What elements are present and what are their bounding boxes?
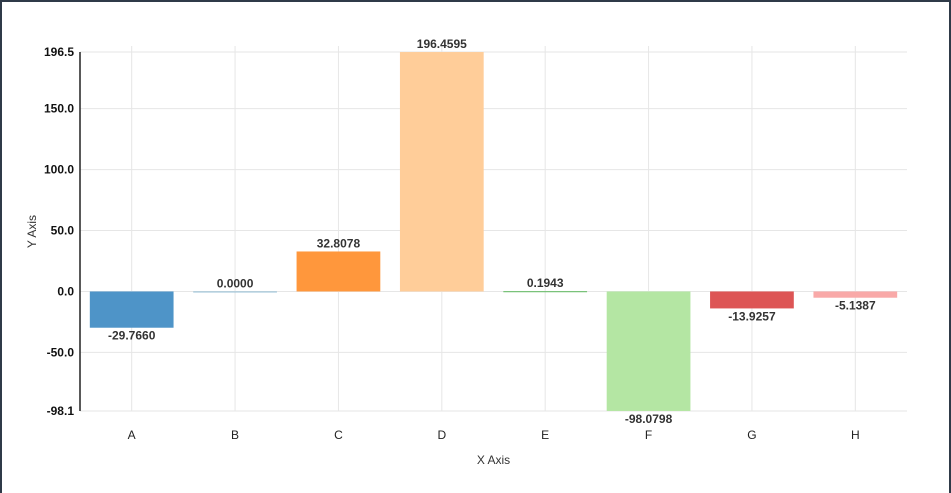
value-label: -13.9257: [728, 309, 776, 323]
bar-F[interactable]: [606, 291, 691, 411]
bar-D[interactable]: [399, 52, 484, 292]
x-tick-label: B: [231, 428, 239, 442]
y-axis-title: Y Axis: [25, 215, 39, 248]
bars: [89, 52, 898, 411]
y-tick-label: 50.0: [51, 224, 75, 238]
x-tick-label: F: [645, 428, 652, 442]
bar-E[interactable]: [503, 291, 588, 293]
value-label: -98.0798: [625, 412, 673, 426]
labels: -29.7660 A 0.0000 B 32.8078 C 196.4595 D 0.1943 E…: [108, 37, 876, 442]
y-tick-label: 0.0: [57, 284, 74, 298]
y-tick-label: -50.0: [47, 345, 75, 359]
value-label: 0.0000: [217, 276, 254, 290]
value-label: 196.4595: [417, 37, 467, 51]
value-label: 0.1943: [527, 276, 564, 290]
value-label: -29.7660: [108, 329, 156, 343]
y-tick-label: 150.0: [44, 102, 74, 116]
x-tick-label: C: [334, 428, 343, 442]
axes: 196.5 150.0 100.0 50.0 0.0 -50.0 -98.1: [44, 45, 81, 418]
bar-B[interactable]: [193, 291, 277, 293]
y-tick-label: -98.1: [47, 404, 75, 418]
grid-lines: [80, 46, 907, 412]
value-label: -5.1387: [835, 299, 876, 313]
bar-A[interactable]: [89, 291, 174, 328]
x-tick-label: H: [851, 428, 860, 442]
bar-G[interactable]: [710, 291, 794, 309]
x-tick-label: A: [128, 428, 136, 442]
y-tick-label: 196.5: [44, 45, 74, 59]
y-tick-label: 100.0: [44, 163, 74, 177]
bar-C[interactable]: [296, 251, 381, 292]
value-label: 32.8078: [317, 236, 361, 250]
x-tick-label: G: [747, 428, 756, 442]
x-tick-label: E: [541, 428, 549, 442]
bar-H[interactable]: [813, 291, 898, 298]
x-axis-title: X Axis: [477, 453, 510, 467]
x-tick-label: D: [437, 428, 446, 442]
